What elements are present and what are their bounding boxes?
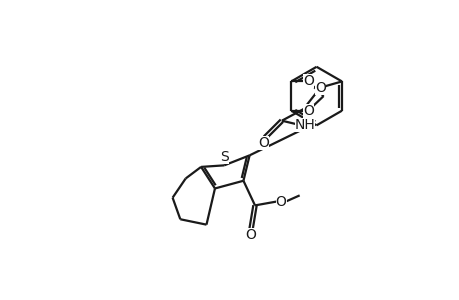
Text: S: S	[219, 150, 228, 164]
Text: O: O	[314, 81, 325, 94]
Text: O: O	[302, 104, 313, 118]
Text: NH: NH	[294, 118, 315, 131]
Text: O: O	[257, 136, 268, 150]
Text: O: O	[245, 228, 256, 242]
Text: O: O	[302, 74, 313, 88]
Text: O: O	[275, 195, 286, 208]
